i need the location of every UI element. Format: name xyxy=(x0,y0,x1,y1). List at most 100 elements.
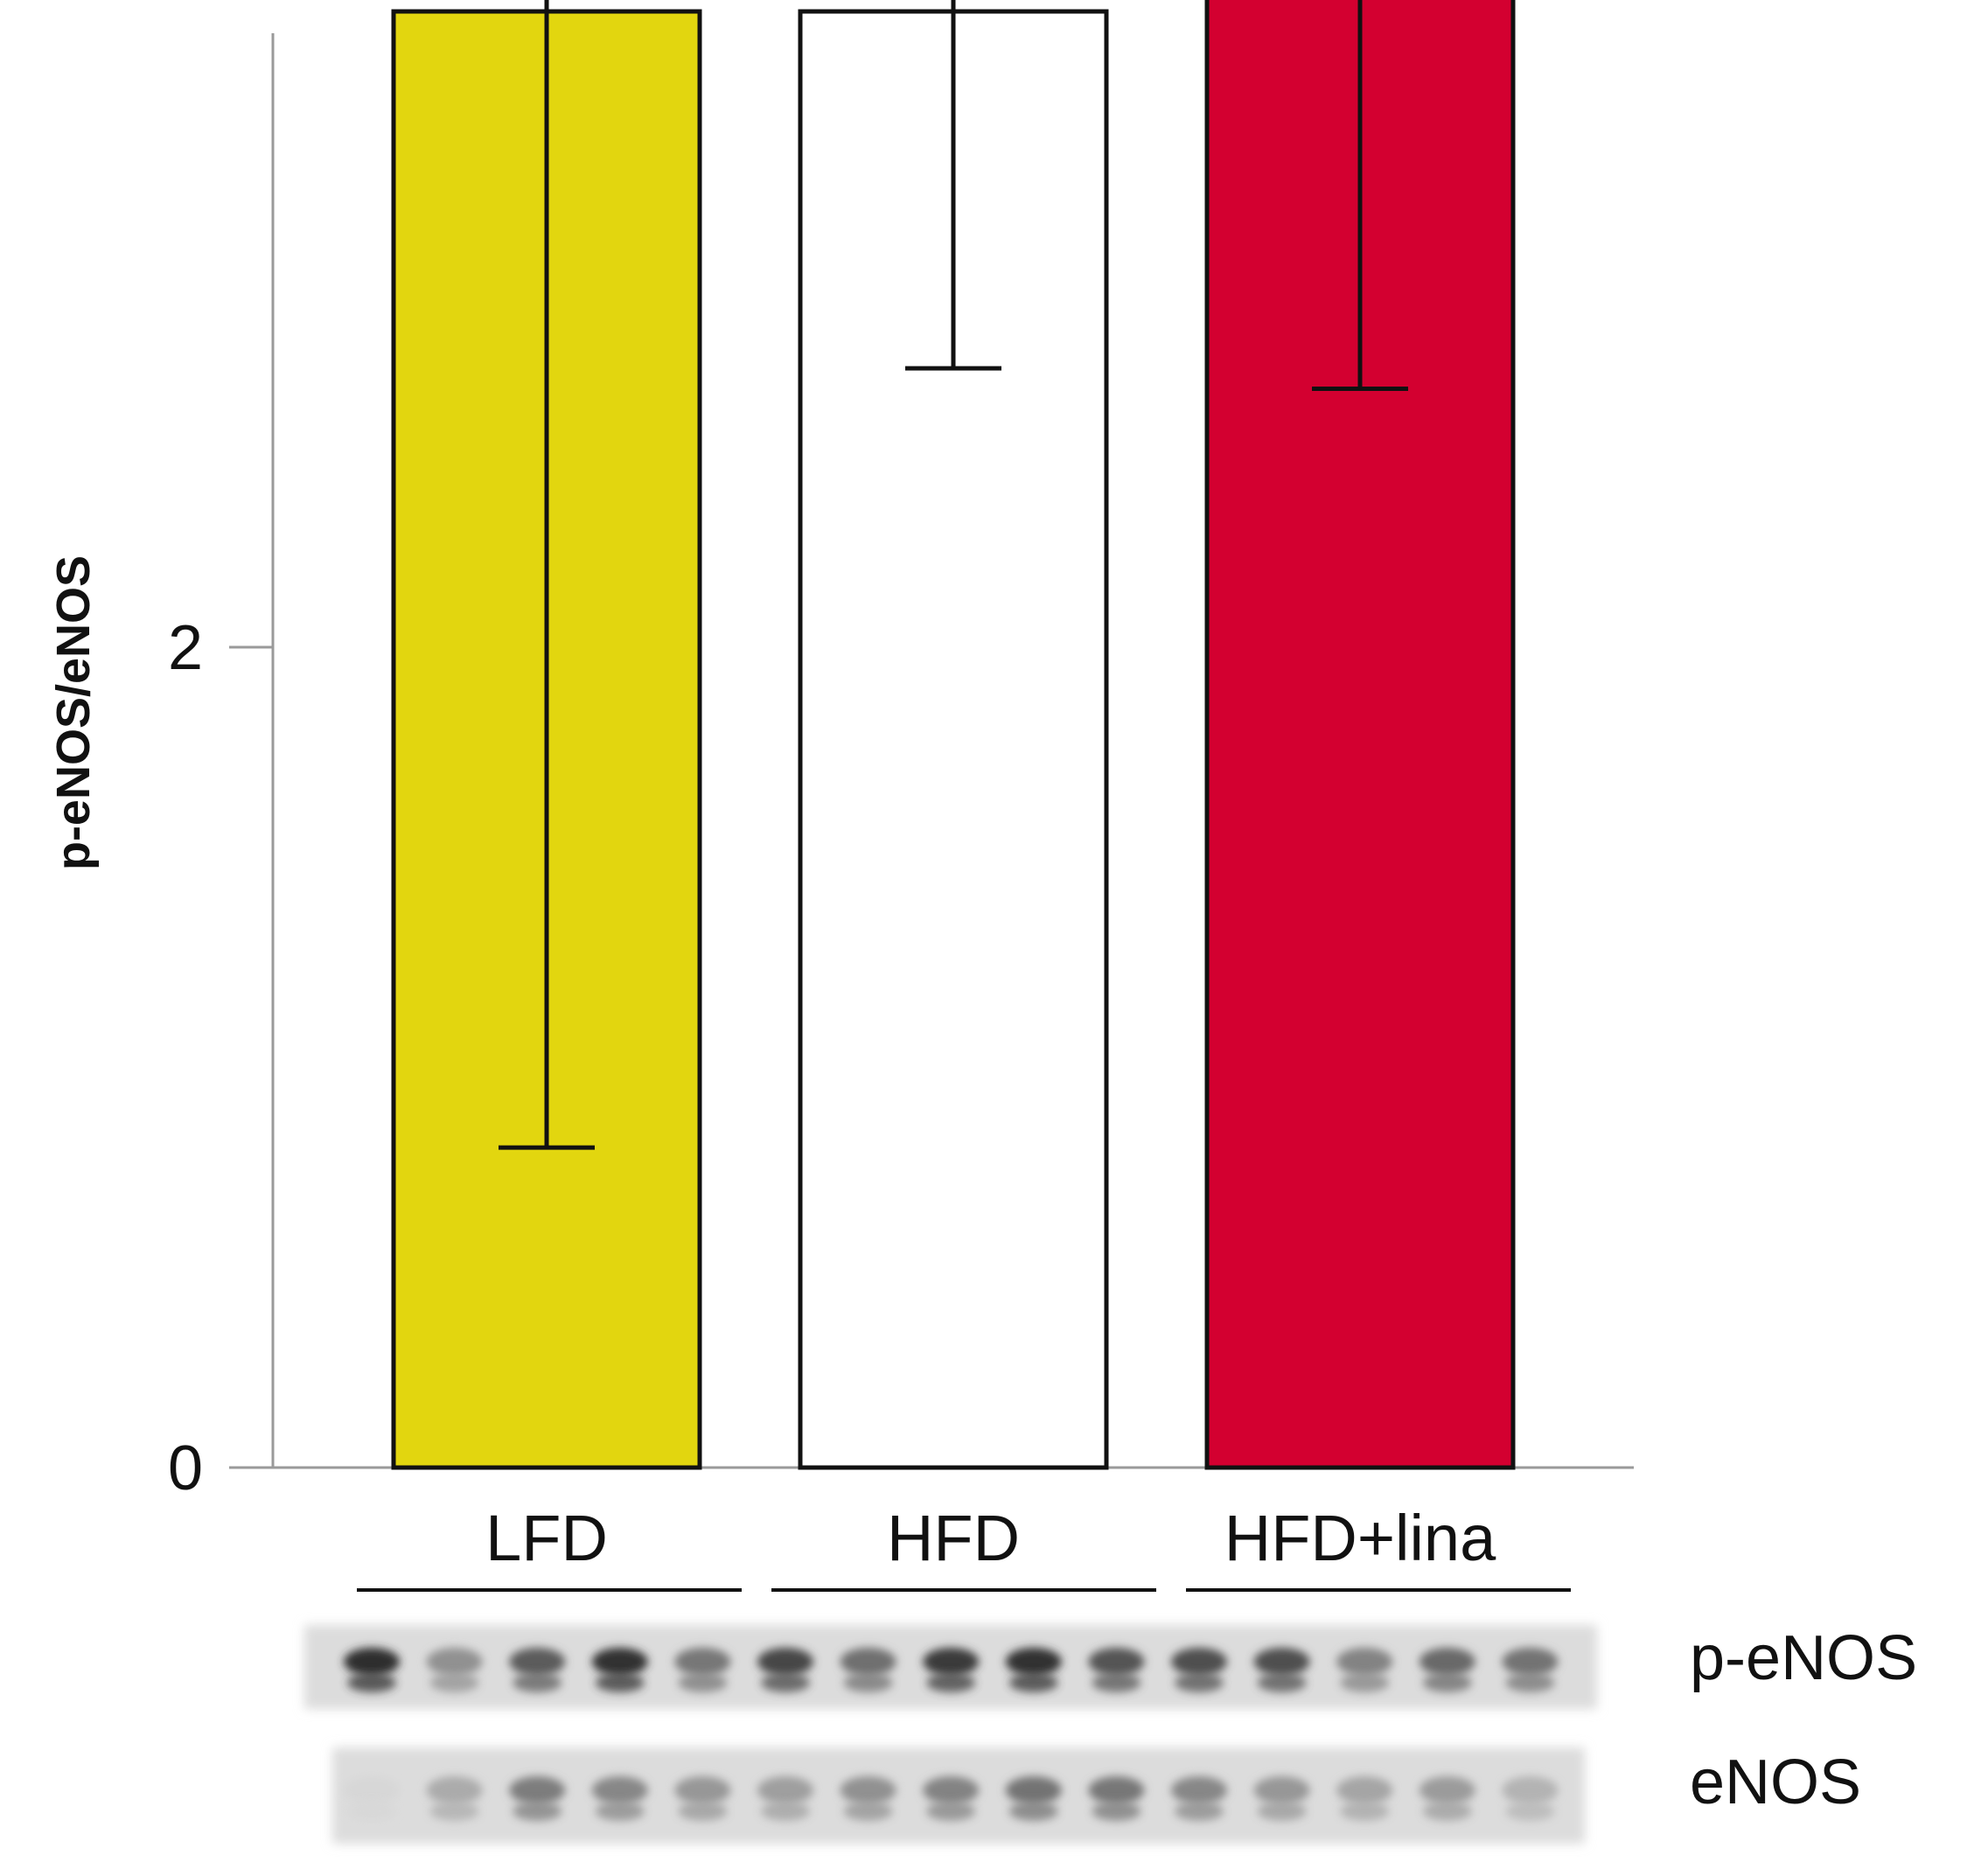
blot-band-lower xyxy=(1422,1802,1472,1821)
blot-band xyxy=(1502,1776,1559,1821)
blot-band xyxy=(1336,1776,1393,1821)
blot-band xyxy=(840,1776,896,1821)
blot-band xyxy=(591,1776,648,1821)
blot-band xyxy=(1088,1648,1145,1692)
error-bar-hfd xyxy=(905,0,1001,371)
blot-band xyxy=(757,1776,813,1821)
blot-band-lower xyxy=(926,1802,976,1821)
blot-band-lower xyxy=(595,1802,645,1821)
blot-band xyxy=(1253,1776,1310,1821)
blot-band-upper xyxy=(591,1776,648,1804)
blot-band xyxy=(1336,1648,1393,1692)
blot-band-upper xyxy=(1419,1648,1475,1676)
y-tick-label-0: 0 xyxy=(168,1433,203,1503)
blot-band-lower xyxy=(1008,1673,1058,1692)
blot-band-lower xyxy=(1092,1802,1141,1821)
blot-band-lower xyxy=(1175,1673,1224,1692)
blot-band xyxy=(1005,1648,1062,1692)
blot-band-upper xyxy=(1088,1648,1145,1676)
blot-band-lower xyxy=(678,1802,728,1821)
blot-band xyxy=(591,1648,648,1692)
blot-band-upper xyxy=(1336,1648,1393,1676)
blot-label-enos: eNOS xyxy=(1690,1747,1861,1817)
blot-label-p-enos: p-eNOS xyxy=(1690,1623,1917,1693)
x-tick-label-hfd: HFD xyxy=(887,1502,1020,1574)
blot-band xyxy=(426,1648,483,1692)
blot-band-lower xyxy=(1340,1802,1390,1821)
blot-band xyxy=(674,1776,731,1821)
blot-band-lower xyxy=(1257,1802,1307,1821)
blot-band-upper xyxy=(1502,1776,1559,1804)
western-blot: p-eNOS eNOS xyxy=(304,1623,1917,1844)
blot-band xyxy=(1253,1648,1310,1692)
blot-band-lower xyxy=(843,1802,893,1821)
blot-band-upper xyxy=(757,1648,813,1676)
blot-band xyxy=(1419,1648,1475,1692)
blot-band xyxy=(344,1776,400,1821)
blot-band-lower xyxy=(761,1802,810,1821)
blot-band xyxy=(840,1648,896,1692)
blot-band-lower xyxy=(1505,1802,1555,1821)
x-tick-label-hfd-lina: HFD+lina xyxy=(1224,1502,1496,1574)
blot-band xyxy=(923,1648,980,1692)
blot-band-lower xyxy=(1008,1802,1058,1821)
y-tick-label-2: 2 xyxy=(168,613,203,683)
blot-band-lower xyxy=(1422,1673,1472,1692)
blot-band-lower xyxy=(843,1673,893,1692)
blot-band-upper xyxy=(1502,1648,1559,1676)
blot-band-lower xyxy=(1175,1802,1224,1821)
blot-band-upper xyxy=(757,1776,813,1804)
blot-band xyxy=(1171,1776,1227,1821)
error-bar-lfd xyxy=(499,0,595,1150)
blot-band-lower xyxy=(429,1673,479,1692)
blot-band-upper xyxy=(1253,1648,1310,1676)
blot-band-upper xyxy=(1419,1776,1475,1804)
blot-band-upper xyxy=(1005,1776,1062,1804)
blot-row-p-enos xyxy=(304,1625,1597,1709)
blot-band xyxy=(344,1648,400,1692)
blot-band xyxy=(674,1648,731,1692)
blot-band-upper xyxy=(426,1776,483,1804)
x-tick-labels: LFD HFD HFD+lina xyxy=(485,1502,1496,1574)
error-bars xyxy=(499,0,1408,1150)
blot-band xyxy=(1088,1776,1145,1821)
blot-band-upper xyxy=(509,1776,566,1804)
blot-band-upper xyxy=(674,1648,731,1676)
blot-band-upper xyxy=(923,1776,980,1804)
blot-band-upper xyxy=(426,1648,483,1676)
blot-row-enos xyxy=(332,1747,1585,1844)
blot-rows xyxy=(304,1625,1597,1844)
x-tick-label-lfd: LFD xyxy=(485,1502,608,1574)
blot-band xyxy=(1419,1776,1475,1821)
blot-band-lower xyxy=(429,1802,479,1821)
blot-band-upper xyxy=(1253,1776,1310,1804)
blot-band-lower xyxy=(347,1802,396,1821)
blot-band-upper xyxy=(509,1648,566,1676)
blot-band-upper xyxy=(1336,1776,1393,1804)
blot-band-upper xyxy=(1171,1648,1227,1676)
blot-band xyxy=(426,1776,483,1821)
blot-band-lower xyxy=(1505,1673,1555,1692)
blot-band-lower xyxy=(595,1673,645,1692)
blot-band-upper xyxy=(344,1648,400,1676)
blot-band-lower xyxy=(1092,1673,1141,1692)
blot-band-lower xyxy=(347,1673,396,1692)
blot-band-upper xyxy=(591,1648,648,1676)
blot-band xyxy=(509,1776,566,1821)
blot-band xyxy=(1005,1776,1062,1821)
blot-band-lower xyxy=(926,1673,976,1692)
blot-band-upper xyxy=(1171,1776,1227,1804)
blot-band xyxy=(923,1776,980,1821)
blot-band-lower xyxy=(678,1673,728,1692)
blot-band-lower xyxy=(1257,1673,1307,1692)
blot-band-upper xyxy=(840,1776,896,1804)
blot-band-upper xyxy=(1088,1776,1145,1804)
error-bar-hfd-lina xyxy=(1312,0,1408,392)
blot-band xyxy=(509,1648,566,1692)
blot-band-lower xyxy=(513,1673,562,1692)
blot-band-lower xyxy=(761,1673,810,1692)
blot-band xyxy=(757,1648,813,1692)
blot-band-lower xyxy=(513,1802,562,1821)
